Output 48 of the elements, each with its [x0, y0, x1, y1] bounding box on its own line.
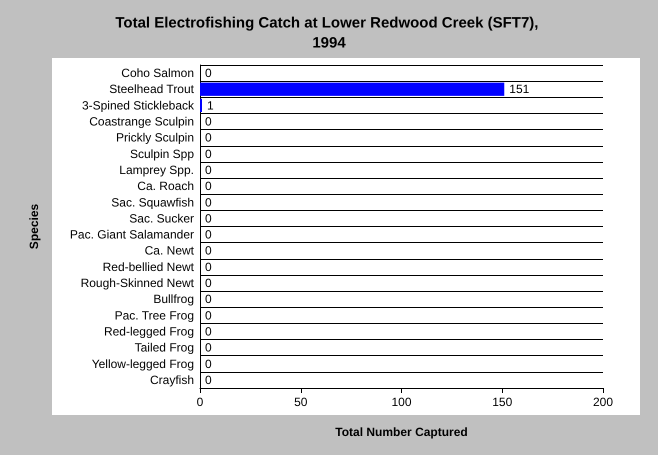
- data-label: 151: [509, 82, 530, 96]
- data-label: 0: [205, 372, 212, 387]
- y-tick-label: Ca. Newt: [144, 244, 195, 258]
- data-label: 0: [205, 114, 212, 129]
- y-tick-label: Prickly Sculpin: [116, 130, 194, 145]
- y-tick-label: Coho Salmon: [121, 66, 194, 80]
- y-tick-label: Rough-Skinned Newt: [80, 276, 195, 290]
- y-tick-label: Sac. Squawfish: [111, 195, 194, 210]
- x-tick-label: 50: [294, 395, 308, 409]
- data-label: 0: [205, 146, 212, 161]
- y-tick-label: 3-Spined Stickleback: [82, 98, 195, 112]
- x-axis-title: Total Number Captured: [335, 425, 468, 439]
- y-tick-label: Steelhead Trout: [109, 82, 195, 96]
- chart-title: Total Electrofishing Catch at Lower Redwood Creek (SFT7), 1994: [115, 14, 543, 52]
- data-label: 0: [205, 292, 212, 306]
- data-label: 0: [205, 211, 212, 226]
- y-tick-label: Ca. Roach: [137, 179, 194, 194]
- data-label: 0: [205, 340, 212, 355]
- y-tick-label: Bullfrog: [153, 292, 194, 306]
- y-tick-label: Coastrange Sculpin: [89, 114, 194, 129]
- data-label: 0: [205, 162, 212, 177]
- data-label: 0: [205, 324, 212, 338]
- y-axis-title: Species: [27, 204, 41, 250]
- y-tick-label: Lamprey Spp.: [119, 162, 194, 177]
- data-label: 0: [205, 276, 212, 290]
- data-label: 1: [207, 98, 214, 112]
- data-label: 0: [205, 179, 212, 194]
- x-tick-label: 200: [592, 395, 614, 409]
- data-label: 0: [205, 260, 212, 274]
- y-tick-label: Red-bellied Newt: [102, 260, 195, 274]
- data-label: 0: [205, 228, 212, 242]
- x-tick-label: 0: [196, 395, 204, 409]
- data-label: 0: [205, 244, 212, 258]
- data-label: 0: [205, 308, 212, 322]
- x-tick-label: 100: [391, 395, 412, 409]
- data-label: 0: [205, 195, 212, 210]
- y-tick-label: Pac. Giant Salamander: [70, 228, 194, 242]
- data-label: 0: [205, 356, 212, 371]
- y-tick-label: Pac. Tree Frog: [114, 308, 194, 322]
- y-tick-label: Red-legged Frog: [104, 324, 194, 338]
- y-tick-label: Sculpin Spp: [130, 146, 194, 161]
- y-tick-label: Tailed Frog: [134, 340, 194, 355]
- y-tick-label: Sac. Sucker: [129, 211, 194, 226]
- y-tick-label: Yellow-legged Frog: [92, 356, 194, 371]
- data-label: 0: [205, 130, 212, 145]
- x-tick-label: 150: [492, 395, 513, 409]
- y-tick-label: Crayfish: [150, 372, 194, 387]
- data-label: 0: [205, 66, 212, 80]
